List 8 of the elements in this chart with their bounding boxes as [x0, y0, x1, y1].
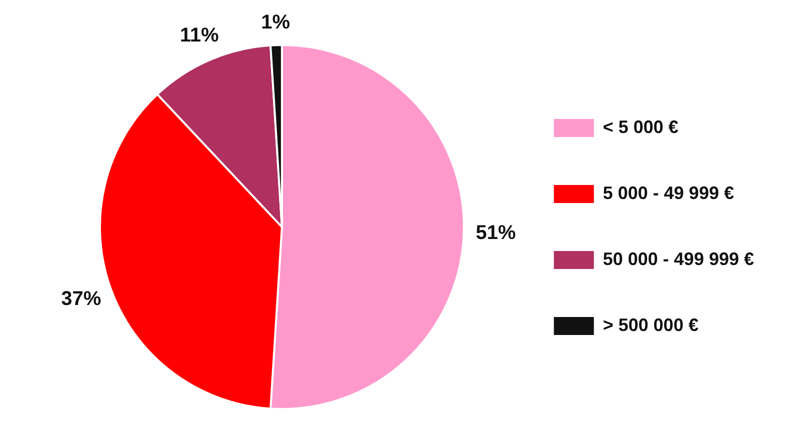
data-label: 11% — [180, 24, 220, 47]
legend-label: 50 000 - 499 999 € — [602, 248, 754, 269]
data-label: 37% — [61, 288, 102, 310]
legend-label: > 500 000 € — [602, 314, 698, 335]
legend-label: 5 000 - 49 999 € — [602, 182, 734, 203]
data-label: 51% — [476, 222, 516, 244]
legend-label: < 5 000 € — [602, 116, 678, 137]
data-label: 1% — [261, 11, 290, 34]
